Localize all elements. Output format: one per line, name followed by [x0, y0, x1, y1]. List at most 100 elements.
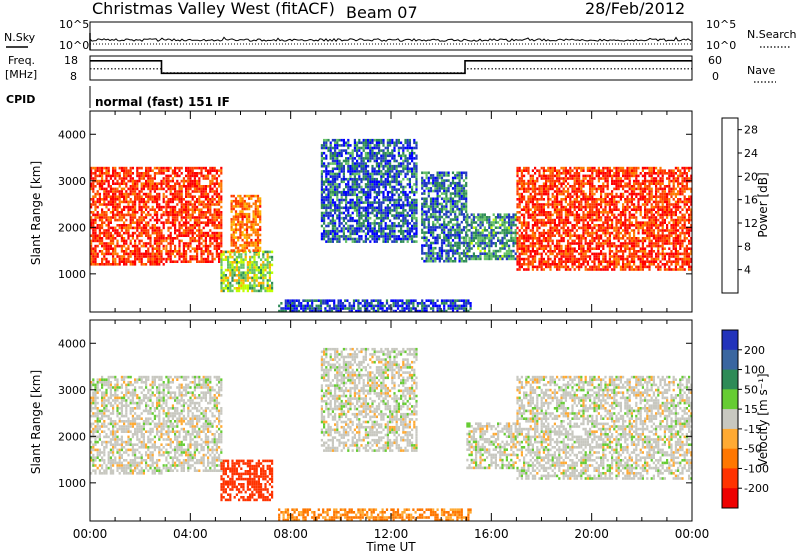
- power-data-cell: [153, 195, 156, 198]
- power-data-cell: [380, 172, 383, 176]
- power-data-cell: [238, 281, 241, 285]
- power-data-cell: [395, 175, 398, 178]
- power-data-cell: [136, 229, 139, 232]
- power-data-cell: [384, 172, 387, 176]
- power-data-cell: [174, 226, 177, 230]
- power-data-cell: [454, 215, 457, 219]
- power-data-cell: [569, 234, 572, 237]
- power-data-cell: [556, 177, 559, 180]
- power-data-cell: [483, 255, 486, 258]
- power-data-cell: [445, 223, 448, 227]
- power-data-cell: [432, 231, 435, 234]
- power-data-cell: [382, 175, 385, 178]
- power-data-cell: [356, 180, 359, 184]
- power-data-cell: [131, 216, 134, 219]
- power-data-cell: [171, 237, 174, 240]
- power-data-cell: [204, 203, 207, 206]
- power-data-cell: [125, 218, 128, 222]
- power-data-cell: [153, 237, 156, 240]
- power-data-cell: [323, 164, 326, 168]
- power-data-cell: [353, 146, 356, 150]
- power-data-cell: [230, 210, 233, 213]
- power-data-cell: [386, 167, 389, 171]
- power-data-cell: [538, 213, 541, 217]
- power-data-cell: [456, 231, 459, 234]
- power-data-cell: [220, 169, 223, 172]
- power-data-cell: [423, 210, 426, 214]
- power-data-cell: [358, 172, 361, 176]
- power-data-cell: [440, 197, 444, 201]
- power-data-cell: [107, 172, 110, 175]
- power-data-cell: [349, 175, 352, 178]
- power-data-cell: [187, 211, 190, 214]
- power-data-cell: [140, 174, 143, 178]
- power-data-cell: [549, 218, 552, 222]
- power-data-cell: [215, 203, 218, 206]
- power-data-cell: [375, 222, 378, 225]
- power-data-cell: [101, 263, 104, 266]
- power-data-cell: [107, 179, 110, 183]
- power-data-cell: [470, 221, 473, 224]
- power-data-cell: [140, 244, 143, 248]
- power-data-cell: [351, 162, 354, 165]
- power-data-cell: [549, 198, 552, 201]
- power-data-cell: [514, 223, 517, 227]
- power-data-cell: [209, 172, 212, 175]
- power-data-cell: [116, 190, 119, 193]
- power-data-cell: [127, 208, 130, 211]
- power-data-cell: [191, 190, 194, 193]
- power-data-cell: [185, 187, 188, 191]
- power-data-cell: [356, 183, 359, 186]
- power-data-cell: [549, 177, 552, 180]
- power-data-cell: [153, 172, 156, 175]
- power-data-cell: [534, 260, 537, 263]
- power-data-cell: [456, 241, 459, 245]
- power-data-cell: [534, 265, 537, 269]
- power-data-cell: [413, 138, 416, 142]
- power-data-cell: [331, 172, 334, 176]
- power-data-cell: [466, 249, 469, 253]
- power-data-cell: [458, 197, 461, 201]
- power-data-cell: [142, 231, 145, 235]
- power-data-cell: [436, 174, 439, 177]
- power-data-cell: [451, 223, 455, 227]
- power-data-cell: [384, 154, 387, 158]
- power-data-cell: [549, 226, 552, 230]
- power-data-cell: [98, 242, 101, 245]
- power-data-cell: [391, 229, 394, 233]
- power-data-cell: [449, 184, 452, 188]
- power-data-cell: [569, 213, 572, 217]
- power-data-cell: [389, 237, 392, 241]
- power-data-cell: [421, 246, 424, 250]
- power-data-cell: [369, 224, 372, 228]
- power-data-cell: [207, 216, 210, 219]
- power-data-cell: [551, 185, 554, 188]
- power-data-cell: [162, 187, 165, 191]
- power-data-cell: [101, 237, 104, 240]
- power-data-cell: [331, 138, 334, 142]
- power-data-cell: [251, 279, 254, 282]
- power-data-cell: [320, 219, 323, 223]
- power-data-cell: [434, 179, 437, 182]
- power-data-cell: [178, 252, 181, 256]
- power-data-cell: [415, 216, 418, 220]
- power-data-cell: [323, 196, 326, 199]
- power-data-cell: [510, 257, 513, 261]
- power-data-cell: [209, 179, 212, 183]
- power-data-cell: [268, 289, 271, 293]
- power-data-cell: [347, 193, 350, 197]
- power-data-cell: [239, 249, 242, 252]
- power-data-cell: [131, 190, 134, 193]
- power-data-cell: [551, 221, 554, 224]
- power-data-cell: [114, 231, 117, 235]
- power-data-cell: [562, 182, 565, 185]
- power-data-cell: [256, 223, 260, 226]
- power-data-cell: [538, 172, 541, 175]
- power-data-cell: [320, 183, 323, 186]
- power-data-cell: [486, 221, 489, 224]
- noise-right-low: 10^0: [706, 39, 736, 52]
- power-data-cell: [215, 182, 218, 185]
- power-data-cell: [185, 260, 188, 263]
- power-data-cell: [123, 198, 126, 201]
- power-data-cell: [358, 198, 361, 202]
